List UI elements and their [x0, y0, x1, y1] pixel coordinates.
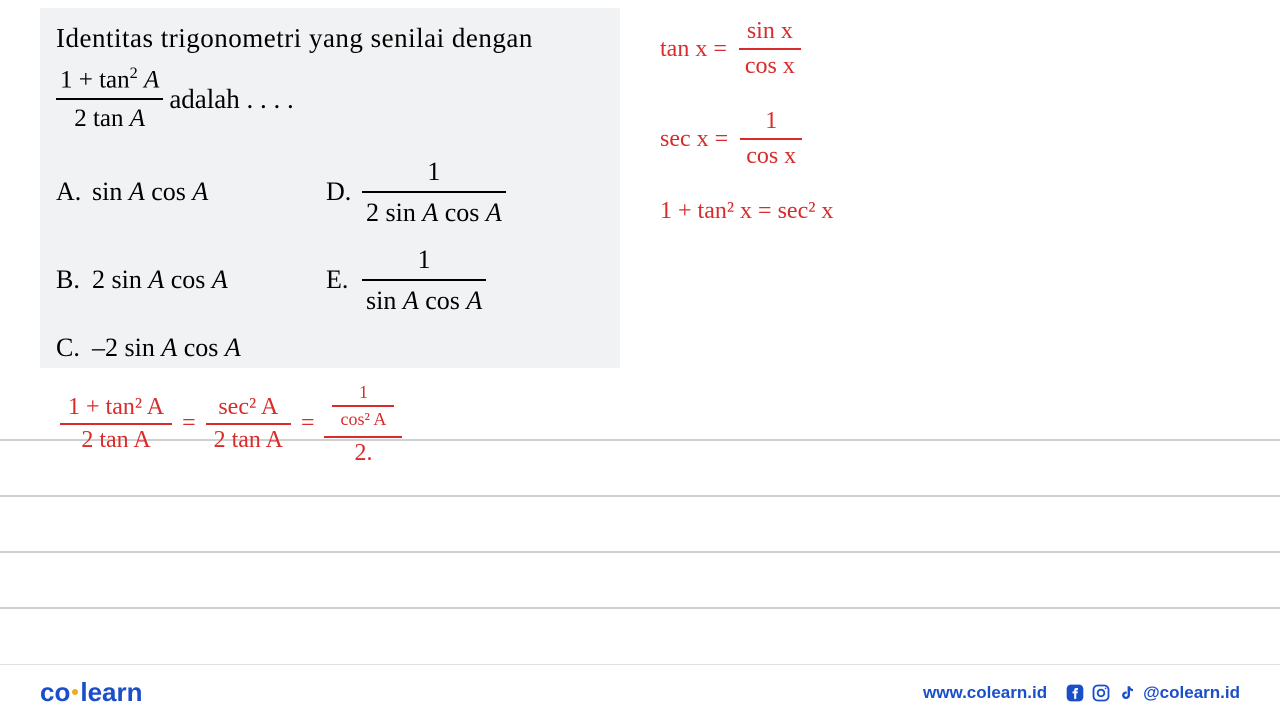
logo-dot-icon — [72, 689, 78, 695]
option-b-text: 2 sin A cos A — [92, 260, 228, 299]
footer-right: www.colearn.id @colearn.id — [923, 683, 1240, 703]
sec-identity: sec x = 1 cos x — [660, 108, 833, 170]
social-icons: @colearn.id — [1065, 683, 1240, 703]
option-b: B. 2 sin A cos A — [56, 260, 326, 299]
logo-learn: learn — [80, 677, 142, 707]
option-d-label: D. — [326, 172, 362, 211]
footer-handle: @colearn.id — [1143, 683, 1240, 703]
work-frac-3-inner: 1 cos² A — [332, 380, 394, 432]
footer: colearn www.colearn.id @colearn.id — [0, 664, 1280, 720]
footer-url: www.colearn.id — [923, 683, 1047, 703]
tan-num: sin x — [739, 18, 801, 50]
tiktok-icon — [1117, 683, 1137, 703]
pythagorean-identity: 1 + tan² x = sec² x — [660, 198, 833, 225]
option-c-label: C. — [56, 328, 92, 367]
option-b-label: B. — [56, 260, 92, 299]
question-panel: Identitas trigonometri yang senilai deng… — [40, 8, 620, 368]
option-d-frac: 1 2 sin A cos A — [362, 152, 506, 232]
work-frac-3: 1 cos² A 2. — [324, 378, 402, 469]
side-notes: tan x = sin x cos x sec x = 1 cos x 1 + … — [660, 18, 833, 253]
pyth-text: 1 + tan² x = sec² x — [660, 198, 833, 225]
facebook-icon — [1065, 683, 1085, 703]
option-c: C. –2 sin A cos A — [56, 328, 326, 367]
brand-logo: colearn — [40, 677, 143, 708]
work-eq1: = — [182, 410, 196, 437]
instagram-icon — [1091, 683, 1111, 703]
option-e: E. 1 sin A cos A — [326, 240, 486, 320]
work-eq2: = — [301, 410, 315, 437]
tan-lhs: tan x = — [660, 36, 727, 63]
work-frac-2: sec² A 2 tan A — [206, 392, 291, 456]
sec-lhs: sec x = — [660, 126, 728, 153]
tan-identity: tan x = sin x cos x — [660, 18, 833, 80]
option-a-label: A. — [56, 172, 92, 211]
work-frac-1: 1 + tan² A 2 tan A — [60, 392, 172, 456]
sec-den: cos x — [740, 140, 802, 170]
option-a: A. sin A cos A — [56, 172, 326, 211]
option-e-label: E. — [326, 260, 362, 299]
worked-solution: 1 + tan² A 2 tan A = sec² A 2 tan A = 1 … — [60, 378, 402, 469]
question-expression: 1 + tan2 A 2 tan A — [56, 61, 163, 138]
prompt-text: Identitas trigonometri yang senilai deng… — [56, 23, 533, 53]
option-d: D. 1 2 sin A cos A — [326, 152, 506, 232]
option-a-text: sin A cos A — [92, 172, 208, 211]
logo-co: co — [40, 677, 70, 707]
question-prompt: Identitas trigonometri yang senilai deng… — [56, 18, 604, 59]
option-c-text: –2 sin A cos A — [92, 328, 241, 367]
prompt-after: adalah . . . . — [169, 79, 293, 120]
sec-num: 1 — [740, 108, 802, 140]
options-list: A. sin A cos A D. 1 2 sin A cos A B. 2 s… — [56, 152, 604, 367]
tan-den: cos x — [739, 50, 801, 80]
option-e-frac: 1 sin A cos A — [362, 240, 486, 320]
